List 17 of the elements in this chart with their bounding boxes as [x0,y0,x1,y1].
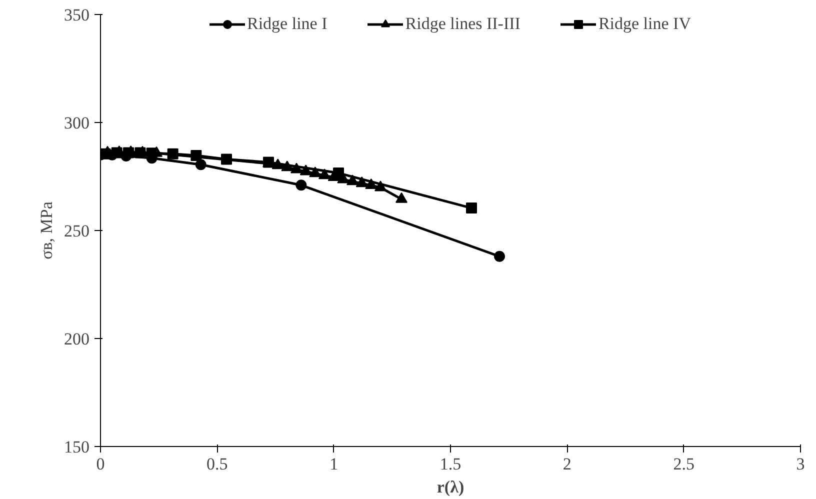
x-tick-label: 0.5 [206,454,228,474]
y-tick-label: 250 [64,222,90,240]
y-axis-title: σв, MPa [37,201,56,260]
y-tick-label: 150 [64,438,90,456]
legend-label: Ridge line I [247,14,328,34]
legend-label: Ridge lines II-III [405,14,520,34]
legend-label: Ridge line IV [598,14,691,34]
x-axis-title: r(λ) [436,478,464,496]
y-tick-label: 350 [64,6,90,24]
x-tick-label: 0 [96,454,105,474]
y-tick-label: 300 [64,114,90,132]
x-tick-label: 1 [330,454,338,474]
x-tick-label: 3 [796,454,805,474]
x-tick-label: 2.5 [673,454,694,474]
y-tick-label: 200 [64,330,90,348]
x-tick-label: 2 [562,454,572,474]
x-tick-label: 1.5 [440,454,462,474]
